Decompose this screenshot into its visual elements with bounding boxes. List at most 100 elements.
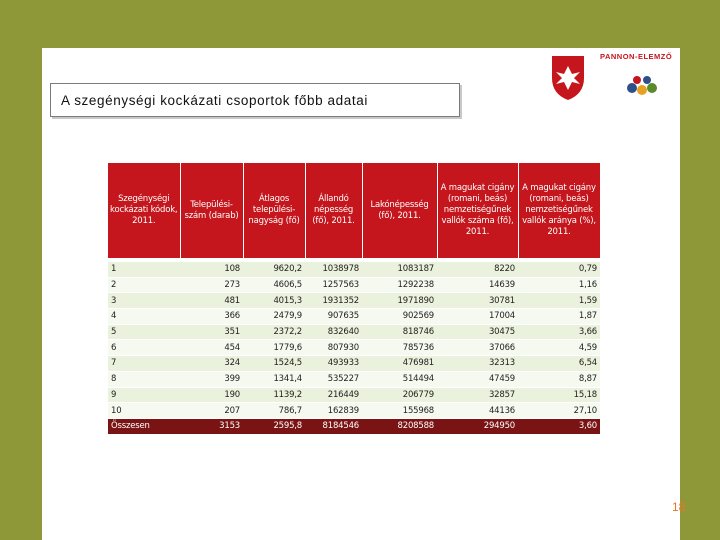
total-row: Összesen 3153 2595,8 8184546 8208588 294950 3,… <box>108 418 600 435</box>
table-cell: 1341,4 <box>243 371 305 388</box>
table-row: 6 454 1779,6 807930 785736 37066 4,59 <box>108 339 600 357</box>
table-row: 1 108 9620,2 1038978 1083187 8220 0,79 <box>108 261 600 278</box>
table-cell: 1292238 <box>362 277 437 294</box>
table-cell: 785736 <box>362 339 437 357</box>
table-cell: 1779,6 <box>243 339 305 357</box>
table-cell: 207 <box>180 402 243 419</box>
table-cell: 476981 <box>362 355 437 372</box>
table-cell: 1 <box>108 261 180 278</box>
table-cell: 5 <box>108 324 180 341</box>
logo-dot <box>643 76 651 84</box>
header-row: Szegénységi kockázati kódok, 2011. Telepü… <box>108 163 601 258</box>
cross <box>556 66 580 90</box>
table-cell: 7 <box>108 355 180 372</box>
table-cell: 2 <box>108 277 180 294</box>
table-cell: 535227 <box>305 371 362 388</box>
table-cell: 807930 <box>305 339 362 357</box>
table-cell: 366 <box>180 308 243 325</box>
table-cell: 216449 <box>305 387 362 404</box>
table-cell: 324 <box>180 355 243 372</box>
table-cell: 273 <box>180 277 243 294</box>
table-cell: 8,87 <box>518 371 600 388</box>
table-cell: 162839 <box>305 402 362 419</box>
table-row: 7 324 1524,5 493933 476981 32313 6,54 <box>108 355 600 372</box>
column-header: Települési- szám (darab) <box>180 163 244 258</box>
table-cell: 9620,2 <box>243 261 305 278</box>
table-cell: 454 <box>180 339 243 357</box>
table-cell: 294950 <box>437 418 518 435</box>
table-cell: 399 <box>180 371 243 388</box>
table-cell: 832640 <box>305 324 362 341</box>
table-cell: 1971890 <box>362 292 437 310</box>
table-cell: 32857 <box>437 387 518 404</box>
table-cell: 493933 <box>305 355 362 372</box>
title-box: A szegénységi kockázati csoportok főbb a… <box>50 83 460 117</box>
table-cell: 902569 <box>362 308 437 325</box>
table-cell: 786,7 <box>243 402 305 419</box>
table-cell: 2479,9 <box>243 308 305 325</box>
table-row: 9 190 1139,2 216449 206779 32857 15,18 <box>108 387 600 404</box>
spacer <box>108 258 600 262</box>
table-cell: 8 <box>108 371 180 388</box>
table-cell: 4,59 <box>518 339 600 357</box>
table-cell: 1,59 <box>518 292 600 310</box>
table-cell: 17004 <box>437 308 518 325</box>
table-cell: 32313 <box>437 355 518 372</box>
table-cell: 6 <box>108 339 180 357</box>
column-header: Átlagos települési- nagyság (fő) <box>243 163 306 258</box>
page-number: 18 <box>672 500 686 514</box>
table-cell: 9 <box>108 387 180 404</box>
logo-text: PANNON-ELEMZŐ <box>600 52 673 61</box>
table-cell: 3153 <box>180 418 243 435</box>
table-cell: 37066 <box>437 339 518 357</box>
table-cell: 8184546 <box>305 418 362 435</box>
table-cell: 15,18 <box>518 387 600 404</box>
table-cell: 30781 <box>437 292 518 310</box>
table-cell: 1,87 <box>518 308 600 325</box>
table-cell: 1524,5 <box>243 355 305 372</box>
column-header: Állandó népesség (fő), 2011. <box>305 163 363 258</box>
table-cell: 3,60 <box>518 418 600 435</box>
logos <box>552 56 657 100</box>
table-cell: 1257563 <box>305 277 362 294</box>
table-cell: 6,54 <box>518 355 600 372</box>
table-cell: 818746 <box>362 324 437 341</box>
table-cell: 4015,3 <box>243 292 305 310</box>
title: A szegénységi kockázati csoportok főbb a… <box>61 93 368 108</box>
logo-dot <box>633 76 641 84</box>
logo-dot <box>627 83 637 93</box>
table-row: 5 351 2372,2 832640 818746 30475 3,66 <box>108 324 600 341</box>
table-cell: 907635 <box>305 308 362 325</box>
table-cell: 481 <box>180 292 243 310</box>
table-row: 4 366 2479,9 907635 902569 17004 1,87 <box>108 308 600 325</box>
logo-dot <box>647 83 657 93</box>
table-cell: 8220 <box>437 261 518 278</box>
table-cell: 27,10 <box>518 402 600 419</box>
table-row: 3 481 4015,3 1931352 1971890 30781 1,59 <box>108 292 600 310</box>
column-header: Szegénységi kockázati kódok, 2011. <box>108 163 181 258</box>
logo-dot <box>637 85 647 95</box>
table-cell: 1083187 <box>362 261 437 278</box>
table-cell: 1139,2 <box>243 387 305 404</box>
column-header: A magukat cigány (romani, beás) nemzetis… <box>518 163 601 258</box>
column-header: A magukat cigány (romani, beás) nemzetis… <box>437 163 519 258</box>
table-cell: 206779 <box>362 387 437 404</box>
table-cell: 3,66 <box>518 324 600 341</box>
table-cell: 1931352 <box>305 292 362 310</box>
table-cell: 14639 <box>437 277 518 294</box>
table-cell: 514494 <box>362 371 437 388</box>
table-cell: Összesen <box>108 418 180 435</box>
table-cell: 44136 <box>437 402 518 419</box>
table-row: 2 273 4606,5 1257563 1292238 14639 1,16 <box>108 277 600 294</box>
table-cell: 0,79 <box>518 261 600 278</box>
table-cell: 3 <box>108 292 180 310</box>
table-cell: 4 <box>108 308 180 325</box>
table-row: 8 399 1341,4 535227 514494 47459 8,87 <box>108 371 600 388</box>
table-cell: 4606,5 <box>243 277 305 294</box>
table-cell: 1038978 <box>305 261 362 278</box>
table-cell: 155968 <box>362 402 437 419</box>
column-header: Lakónépesség (fő), 2011. <box>362 163 438 258</box>
table-cell: 8208588 <box>362 418 437 435</box>
spacer-row <box>108 258 600 262</box>
table-cell: 2372,2 <box>243 324 305 341</box>
